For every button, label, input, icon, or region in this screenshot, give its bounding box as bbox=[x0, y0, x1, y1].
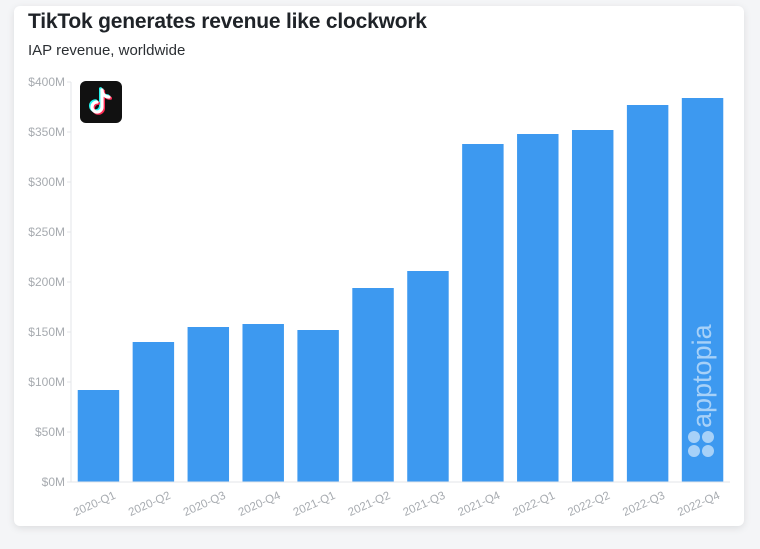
x-tick-label: 2020-Q1 bbox=[72, 490, 118, 519]
x-axis: 2020-Q1 2020-Q2 2020-Q3 2020-Q4 2021-Q1 2021-… bbox=[71, 482, 730, 519]
bar-2022-Q2 bbox=[572, 130, 613, 482]
y-tick-label: $150M bbox=[28, 325, 65, 339]
y-tick-label: $400M bbox=[28, 75, 65, 89]
bar-2021-Q1 bbox=[297, 330, 338, 482]
y-tick-label: $300M bbox=[28, 175, 65, 189]
y-tick-label: $350M bbox=[28, 125, 65, 139]
bar-2021-Q2 bbox=[352, 288, 393, 482]
x-tick-label: 2021-Q4 bbox=[456, 490, 502, 519]
y-tick-label: $0M bbox=[42, 475, 65, 489]
tiktok-logo-icon bbox=[80, 81, 122, 123]
y-tick-label: $250M bbox=[28, 225, 65, 239]
x-tick-label: 2021-Q3 bbox=[401, 490, 447, 519]
x-tick-label: 2020-Q2 bbox=[127, 490, 173, 519]
bar-2022-Q1 bbox=[517, 134, 558, 482]
apptopia-watermark-text: apptopia bbox=[687, 323, 717, 428]
apptopia-logo-icon bbox=[688, 431, 714, 457]
x-tick-label: 2022-Q2 bbox=[566, 490, 612, 519]
y-tick-label: $200M bbox=[28, 275, 65, 289]
x-tick-label: 2022-Q4 bbox=[676, 490, 722, 519]
bar-2020-Q1 bbox=[78, 390, 119, 482]
bar-2021-Q3 bbox=[407, 271, 448, 482]
y-tick-label: $50M bbox=[35, 425, 65, 439]
x-tick-label: 2021-Q2 bbox=[346, 490, 392, 519]
bar-2020-Q2 bbox=[133, 342, 174, 482]
bar-2022-Q3 bbox=[627, 105, 668, 482]
bar-2021-Q4 bbox=[462, 144, 503, 482]
bars bbox=[78, 98, 724, 482]
apptopia-watermark: apptopia bbox=[684, 310, 720, 470]
x-tick-label: 2021-Q1 bbox=[292, 490, 338, 519]
y-axis: $0M $50M $100M $150M $200M $250M $300M $350M $40… bbox=[28, 75, 71, 489]
x-tick-label: 2020-Q3 bbox=[182, 490, 228, 519]
bar-2020-Q3 bbox=[188, 327, 229, 482]
x-tick-label: 2020-Q4 bbox=[237, 490, 283, 519]
x-tick-label: 2022-Q3 bbox=[621, 490, 667, 519]
y-tick-label: $100M bbox=[28, 375, 65, 389]
x-tick-label: 2022-Q1 bbox=[511, 490, 557, 519]
bar-2020-Q4 bbox=[242, 324, 283, 482]
